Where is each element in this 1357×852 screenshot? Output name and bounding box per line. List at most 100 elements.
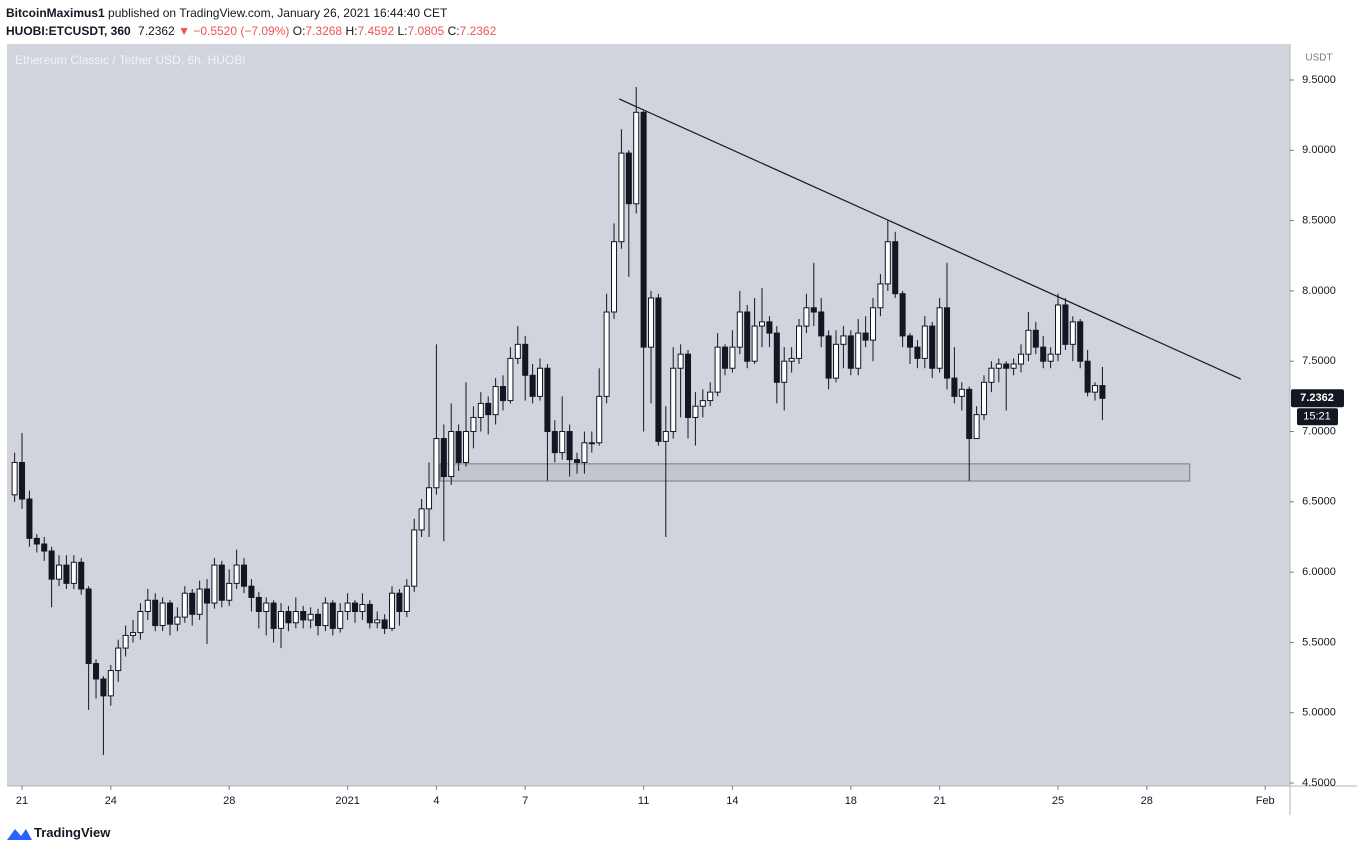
- candle-body: [648, 297, 655, 348]
- candle-body: [1010, 363, 1017, 369]
- candle-body: [810, 307, 817, 313]
- candle-body: [551, 431, 558, 454]
- x-tick-label: 21: [933, 795, 945, 807]
- candle-body: [381, 619, 388, 629]
- last-price-label: 7.2362: [1300, 392, 1334, 404]
- candle-body: [300, 611, 307, 621]
- candle-body: [936, 307, 943, 369]
- y-tick-label: 6.5000: [1302, 496, 1336, 508]
- ohlc-label: H:: [345, 24, 358, 38]
- candle-body: [463, 431, 470, 463]
- candle-body: [514, 343, 521, 359]
- candle-body: [832, 343, 840, 379]
- symbol: HUOBI:ETCUSDT, 360: [6, 24, 131, 38]
- x-tick-label: 7: [522, 795, 528, 807]
- candle-body: [418, 508, 425, 531]
- candle-body: [433, 438, 440, 489]
- logo-icon: [7, 829, 32, 840]
- candle-body: [914, 346, 921, 359]
- candle-body: [115, 647, 122, 672]
- candle-body: [477, 402, 484, 418]
- candle-body: [278, 611, 285, 629]
- candle-body: [241, 564, 248, 587]
- candle-body: [492, 386, 499, 416]
- price: 7.2362: [138, 24, 175, 38]
- candle-body: [403, 585, 410, 613]
- candle-body: [758, 321, 766, 327]
- candle-body: [877, 283, 884, 309]
- ohlc-label: C:: [447, 24, 460, 38]
- candle-body: [869, 307, 877, 341]
- ohlc-value: 7.3268: [305, 24, 343, 38]
- plot-area: [7, 44, 1290, 786]
- candle-body: [352, 602, 359, 613]
- candle-body: [285, 611, 292, 624]
- countdown-box: [1297, 408, 1338, 426]
- candle-body: [603, 311, 610, 397]
- candle-body: [411, 529, 418, 587]
- support-zone: [439, 463, 1191, 482]
- candle-body: [270, 602, 277, 629]
- candle-body: [840, 335, 847, 345]
- candle-body: [825, 335, 832, 379]
- candle-body: [662, 431, 669, 442]
- candle-body: [818, 311, 825, 337]
- candle-body: [366, 603, 373, 624]
- candle-body: [670, 367, 677, 433]
- candle-body: [70, 561, 77, 584]
- y-tick-label: 6.0000: [1302, 566, 1336, 578]
- candle-body: [248, 585, 255, 598]
- candle-body: [692, 405, 699, 418]
- candle-body: [537, 367, 544, 397]
- candle-body: [988, 367, 995, 383]
- candle-body: [625, 152, 632, 205]
- header-line-2: HUOBI:ETCUSDT, 360 7.2362 ▼ −0.5520 (−7.…: [6, 22, 496, 40]
- candle-body: [26, 498, 33, 539]
- candle-body: [181, 592, 188, 618]
- candle-body: [707, 391, 714, 402]
- arrow: ▼: [178, 24, 190, 38]
- candle-body: [255, 596, 262, 613]
- candle-body: [574, 459, 581, 463]
- candle-body: [211, 564, 218, 604]
- ohlc-label: O:: [292, 24, 306, 38]
- last-price-box: [1291, 389, 1344, 408]
- candle-body: [33, 537, 40, 545]
- candle-body: [855, 332, 862, 369]
- x-tick-label: 28: [1141, 795, 1153, 807]
- candle-body: [773, 332, 780, 383]
- candle-body: [751, 325, 758, 362]
- candle-body: [448, 431, 455, 478]
- published: published on TradingView.com, January 26…: [108, 6, 448, 20]
- candle-body: [736, 311, 743, 348]
- candle-body: [581, 442, 588, 463]
- candle-body: [803, 307, 810, 327]
- candle-body: [307, 613, 314, 621]
- y-tick-label: 7.0000: [1302, 425, 1336, 437]
- candle-body: [233, 564, 240, 584]
- x-tick-label: 25: [1052, 795, 1064, 807]
- y-tick-label: 4.5000: [1302, 777, 1336, 789]
- candle-body: [588, 442, 595, 445]
- candle-body: [48, 550, 55, 580]
- candle-body: [721, 346, 729, 369]
- candle-body: [892, 241, 899, 295]
- candle-body: [218, 564, 225, 601]
- candle-body: [122, 634, 129, 649]
- candle-body: [640, 111, 647, 348]
- candle-body: [85, 588, 92, 665]
- candle-body: [1077, 321, 1084, 362]
- candle-body: [899, 293, 906, 337]
- candle-body: [322, 602, 329, 627]
- candle-body: [1025, 329, 1032, 355]
- candle-body: [966, 388, 973, 440]
- candle-body: [11, 461, 18, 496]
- candle-body: [93, 663, 100, 680]
- candle-body: [699, 400, 706, 407]
- candle-body: [714, 346, 721, 393]
- candle-body: [226, 582, 233, 601]
- candle-body: [1069, 321, 1076, 345]
- candle-body: [655, 297, 662, 442]
- candle-body: [137, 611, 144, 634]
